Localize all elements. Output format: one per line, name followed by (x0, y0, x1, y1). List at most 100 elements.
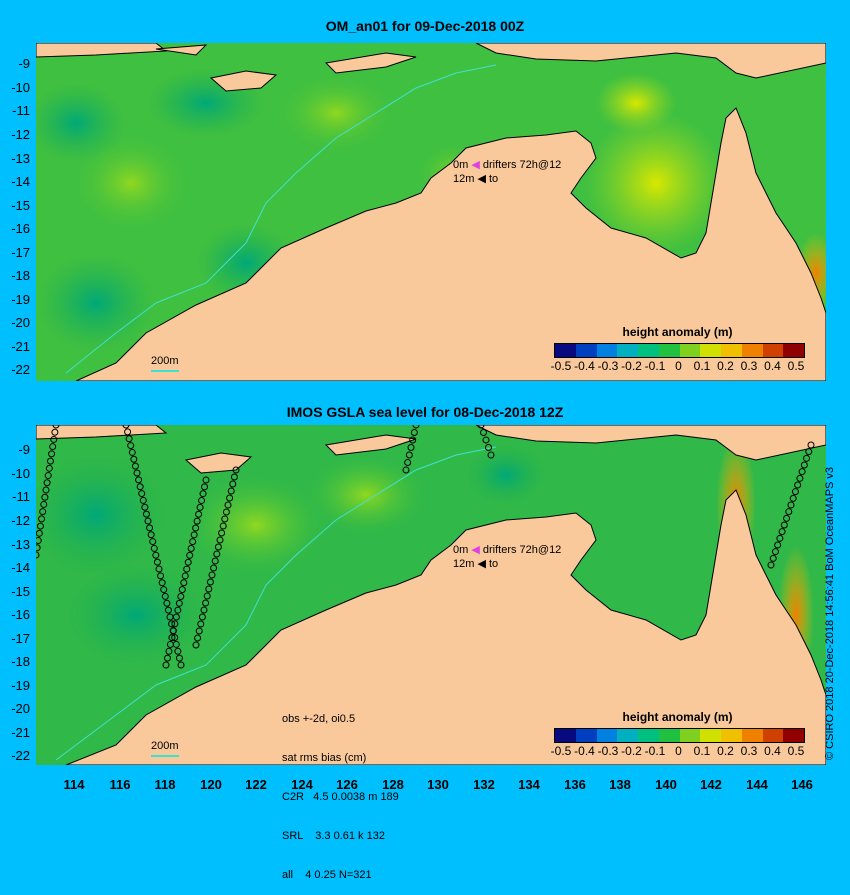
colorbar-swatch (721, 729, 742, 742)
legend-tick-label: 0.4 (764, 359, 781, 373)
altimeter-obs-marker (192, 524, 200, 532)
colorbar-swatch (617, 344, 638, 357)
altimeter-obs-marker (800, 461, 808, 469)
altimeter-obs-marker (206, 578, 214, 586)
legend-tick-label: -0.4 (574, 744, 595, 758)
altimeter-obs-marker (780, 521, 788, 529)
y-tick-label: -21 (11, 725, 30, 740)
legend-tick-label: 0 (675, 359, 682, 373)
drifter-arrow-icon: ◀ (477, 558, 486, 570)
altimeter-obs-marker (190, 531, 198, 539)
altimeter-obs-marker (214, 543, 222, 551)
depth-contour-200m (65, 64, 497, 374)
altimeter-obs-marker (166, 640, 174, 648)
colorbar-swatch (596, 729, 618, 742)
credit-text: © CSIRO 2018 20-Dec-2018 14:56:41 BoM Oc… (824, 466, 836, 760)
altimeter-obs-marker (785, 508, 793, 516)
altimeter-obs-marker (177, 592, 185, 600)
legend-tick-label: -0.2 (621, 744, 642, 758)
stats-line: all 4 0.25 N=321 (282, 869, 372, 881)
altimeter-obs-marker (201, 483, 209, 491)
legend-tick-label: -0.5 (550, 359, 572, 373)
altimeter-obs-marker (195, 510, 203, 518)
altimeter-obs-marker (194, 634, 202, 642)
drifter-depth-12: 12m (453, 173, 475, 185)
altimeter-obs-marker (139, 496, 147, 504)
altimeter-obs-marker (172, 613, 180, 621)
y-tick-label: -22 (11, 748, 30, 763)
x-tick-label: 114 (63, 777, 85, 792)
australia-land (75, 107, 826, 381)
bottom-colorbar-legend: height anomaly (m) -0.5 -0.4 -0.3 -0.2 -0.1 0… (545, 710, 810, 758)
altimeter-obs-marker (164, 606, 172, 614)
stats-line: SRL 3.3 0.61 k 132 (282, 830, 385, 842)
y-tick-label: -19 (11, 292, 30, 307)
legend-tick-label: 0.3 (740, 744, 758, 758)
altimeter-obs-marker (36, 537, 42, 545)
altimeter-obs-marker (202, 599, 210, 607)
drifter-label: drifters 72h@12 (482, 159, 562, 171)
colorbar-swatch (638, 729, 659, 742)
altimeter-obs-marker (187, 545, 195, 553)
legend-tick-label: 0.5 (787, 744, 805, 758)
altimeter-obs-marker (218, 529, 226, 537)
altimeter-obs-marker (404, 459, 412, 466)
altimeter-obs-marker (184, 558, 192, 566)
altimeter-obs-marker (794, 481, 802, 489)
altimeter-obs-marker (43, 479, 51, 487)
altimeter-obs-marker (142, 510, 150, 518)
altimeter-obs-marker (130, 455, 138, 463)
colorbar-swatch (762, 344, 784, 357)
altimeter-obs-marker (171, 620, 179, 628)
altimeter-obs-marker (174, 647, 182, 655)
legend-tick-label: 0.3 (740, 359, 758, 373)
drifter-arrow-icon: ◀ (471, 159, 480, 171)
colorbar-swatch (555, 729, 576, 742)
altimeter-obs-marker (180, 579, 188, 587)
altimeter-obs-marker (168, 620, 176, 628)
altimeter-obs-marker (205, 585, 213, 593)
altimeter-obs-marker (125, 435, 133, 443)
legend-ticks: -0.5 -0.4 -0.3 -0.2 -0.1 0 0.1 0.2 0.3 0.4 0.5 (545, 359, 810, 373)
island (36, 43, 168, 58)
bottom-map-panel (36, 425, 826, 765)
altimeter-obs-marker (146, 524, 154, 532)
altimeter-obs-marker (789, 494, 797, 502)
altimeter-obs-marker (46, 457, 54, 465)
x-tick-label: 132 (473, 777, 495, 792)
altimeter-obs-marker (171, 634, 179, 642)
y-tick-label: -17 (11, 245, 30, 260)
colorbar (554, 728, 805, 743)
legend-tick-label: -0.4 (574, 359, 595, 373)
altimeter-obs-marker (124, 428, 132, 436)
altimeter-obs-marker (213, 550, 221, 558)
altimeter-obs-marker (805, 448, 813, 456)
legend-tick-label: 0.2 (717, 359, 734, 373)
y-tick-label: -13 (11, 537, 30, 552)
bottom-drifter-legend: 0m ◀ drifters 72h@12 12m ◀ to (453, 543, 561, 571)
legend-tick-label: -0.5 (550, 744, 572, 758)
y-tick-label: -11 (12, 489, 30, 504)
colorbar-swatch (575, 729, 597, 742)
altimeter-obs-marker (211, 557, 219, 565)
y-tick-label: -15 (11, 198, 30, 213)
altimeter-obs-marker (36, 551, 40, 559)
altimeter-obs-marker (774, 541, 782, 549)
altimeter-obs-marker (49, 443, 57, 451)
legend-tick-label: 0 (675, 744, 682, 758)
altimeter-obs-marker (405, 451, 413, 459)
legend-tick-label: 0.1 (693, 359, 711, 373)
island (324, 434, 417, 456)
colorbar-swatch (617, 729, 638, 742)
altimeter-obs-marker (407, 444, 415, 451)
x-tick-label: 116 (109, 777, 131, 792)
altimeter-obs-marker (138, 490, 146, 498)
y-tick-label: -21 (11, 339, 30, 354)
x-tick-label: 122 (245, 777, 267, 792)
y-tick-label: -18 (11, 268, 30, 283)
altimeter-obs-marker (796, 474, 804, 482)
island (324, 52, 417, 74)
altimeter-obs-marker (200, 606, 208, 614)
satellite-tracks (36, 425, 815, 669)
altimeter-obs-marker (52, 425, 60, 429)
